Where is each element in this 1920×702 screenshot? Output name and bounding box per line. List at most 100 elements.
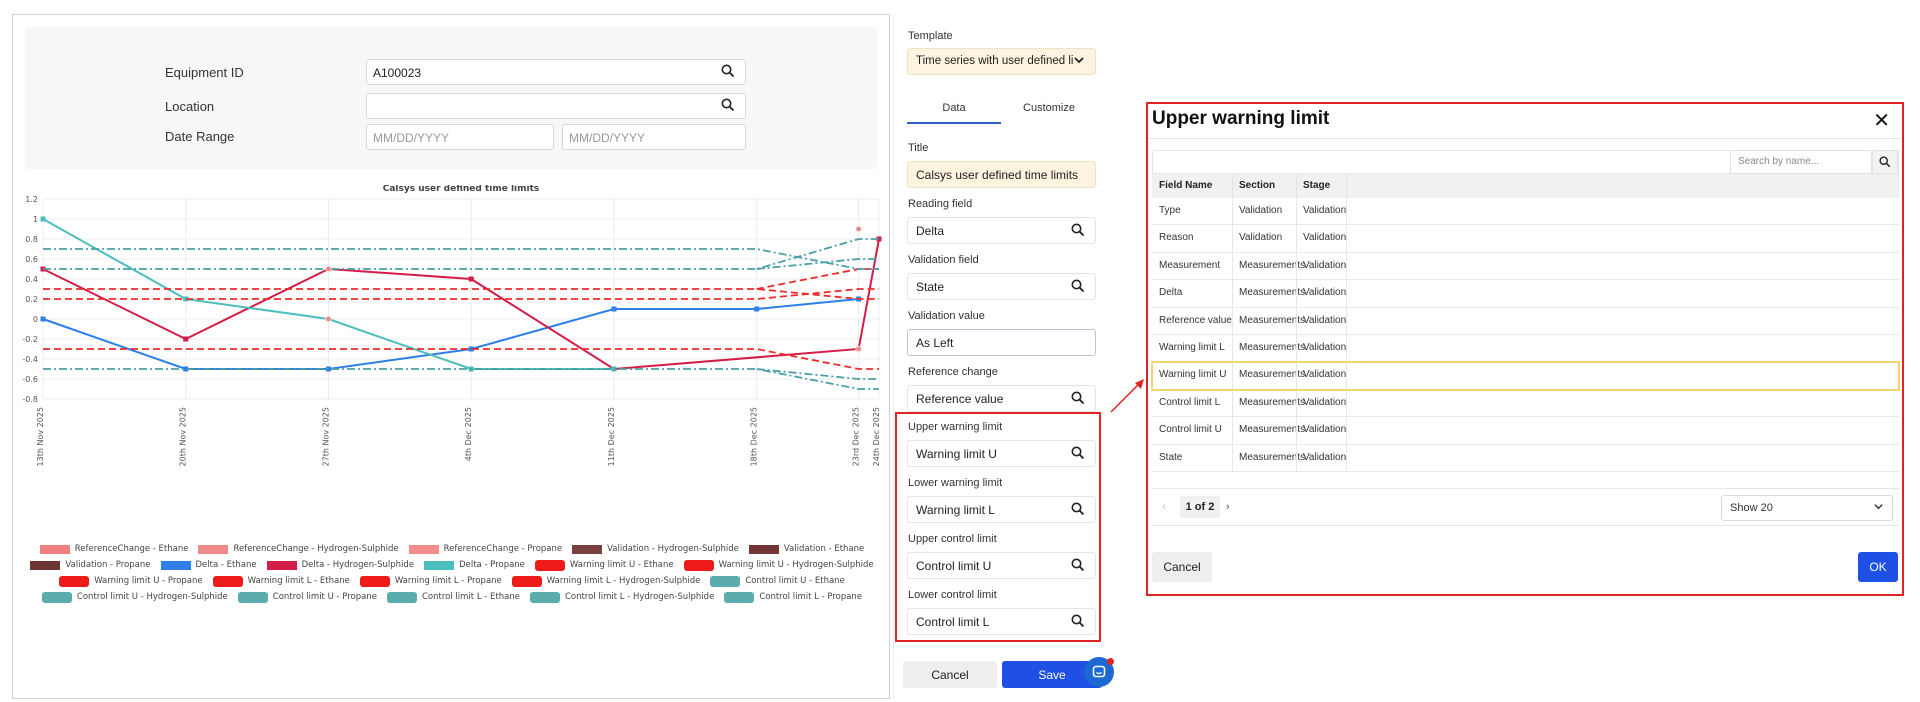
validation-value-input[interactable]: As Left [907, 329, 1096, 356]
equipment-id-input[interactable]: A100023 [366, 59, 746, 85]
legend-item[interactable]: Warning limit U - Hydrogen-Sulphide [683, 559, 874, 571]
legend-label: Control limit L - Ethane [422, 592, 520, 602]
table-row[interactable]: Control limit U Measurements Validation [1152, 417, 1899, 445]
title-label: Title [908, 142, 929, 154]
upper-control-value: Control limit U [916, 559, 992, 573]
legend-item[interactable]: Delta - Ethane [160, 560, 257, 570]
table-row[interactable]: Warning limit L Measurements Validation [1152, 334, 1899, 363]
table-row[interactable]: Type Validation Validation [1152, 198, 1899, 226]
data-point [754, 306, 760, 312]
legend-item[interactable]: Control limit L - Propane [724, 591, 863, 603]
legend-label: Control limit U - Ethane [745, 576, 845, 586]
upper-warning-input[interactable]: Warning limit U [907, 440, 1096, 467]
table-row[interactable]: Delta Measurements Validation [1152, 280, 1899, 308]
reading-field-input[interactable]: Delta [907, 217, 1096, 244]
close-icon[interactable]: ✕ [1873, 110, 1890, 132]
search-icon[interactable] [1071, 614, 1085, 631]
legend-swatch [748, 544, 779, 554]
legend-row: Warning limit U - Propane Warning limit L… [13, 573, 891, 589]
prev-page-icon[interactable]: ‹ [1162, 501, 1166, 513]
search-icon[interactable] [1071, 502, 1085, 519]
search-icon[interactable] [1071, 223, 1085, 240]
legend-item[interactable]: Control limit L - Ethane [387, 591, 520, 603]
tab-customize[interactable]: Customize [1023, 102, 1075, 114]
y-tick-label: 0 [33, 315, 38, 324]
legend-item[interactable]: Warning limit L - Hydrogen-Sulphide [511, 575, 701, 587]
table-row[interactable]: State Measurements Validation [1152, 444, 1899, 472]
search-icon[interactable] [1071, 558, 1085, 575]
validation-value-value: As Left [916, 336, 954, 350]
date-to-input[interactable]: MM/DD/YYYY [562, 124, 746, 150]
dialog-cancel-button[interactable]: Cancel [1152, 552, 1212, 582]
search-input[interactable]: Search by name... [1730, 150, 1872, 174]
date-from-input[interactable]: MM/DD/YYYY [366, 124, 554, 150]
table-cell: State [1159, 451, 1183, 463]
search-icon[interactable] [721, 64, 735, 81]
legend-item[interactable]: Warning limit U - Propane [59, 575, 203, 587]
legend-item[interactable]: Delta - Hydrogen-Sulphide [266, 560, 414, 570]
table-row[interactable]: Reference value Measurements Validation [1152, 307, 1899, 335]
search-icon[interactable] [721, 98, 735, 115]
legend-item[interactable]: Warning limit U - Ethane [534, 559, 674, 571]
field-picker-dialog: Upper warning limit ✕ Search by name... … [1146, 102, 1904, 596]
data-point [40, 216, 46, 222]
reference-marker [855, 345, 862, 353]
column-header[interactable]: Field Name [1159, 180, 1213, 191]
legend-item[interactable]: Validation - Ethane [748, 544, 864, 554]
legend-item[interactable]: Warning limit L - Ethane [212, 575, 350, 587]
table-row[interactable]: Reason Validation Validation [1152, 225, 1899, 253]
search-icon[interactable] [1071, 391, 1085, 408]
y-tick-label: -0.6 [22, 375, 38, 384]
tab-data[interactable]: Data [907, 94, 1001, 124]
reference-change-label: Reference change [908, 366, 998, 378]
table-row[interactable]: Measurement Measurements Validation [1152, 252, 1899, 281]
cancel-button[interactable]: Cancel [903, 661, 997, 688]
search-icon[interactable] [1071, 446, 1085, 463]
table-cell: Validation [1303, 451, 1347, 463]
legend-item[interactable]: ReferenceChange - Hydrogen-Sulphide [198, 544, 399, 554]
upper-control-input[interactable]: Control limit U [907, 552, 1096, 579]
legend-item[interactable]: Control limit L - Hydrogen-Sulphide [529, 591, 715, 603]
date-from-placeholder: MM/DD/YYYY [373, 131, 450, 145]
legend-item[interactable]: ReferenceChange - Propane [408, 544, 562, 554]
legend-label: Control limit L - Propane [759, 592, 863, 602]
legend-item[interactable]: Control limit U - Ethane [710, 575, 845, 587]
location-input[interactable] [366, 93, 746, 119]
legend-item[interactable]: Control limit U - Hydrogen-Sulphide [41, 591, 228, 603]
search-icon[interactable] [1071, 279, 1085, 296]
legend-item[interactable]: Control limit U - Propane [237, 591, 377, 603]
legend-item[interactable]: Warning limit L - Propane [359, 575, 502, 587]
legend-item[interactable]: Validation - Propane [30, 560, 151, 570]
table-cell: Reference value [1159, 314, 1232, 326]
chart-legend: ReferenceChange - Ethane ReferenceChange … [13, 541, 891, 605]
validation-field-input[interactable]: State [907, 273, 1096, 300]
lower-warning-input[interactable]: Warning limit L [907, 496, 1096, 523]
legend-label: Warning limit U - Ethane [569, 560, 674, 570]
table-row[interactable]: Control limit L Measurements Validation [1152, 389, 1899, 418]
dialog-ok-button[interactable]: OK [1858, 552, 1898, 582]
title-input[interactable]: Calsys user defined time limits [907, 161, 1096, 188]
legend-label: Warning limit L - Hydrogen-Sulphide [546, 576, 701, 586]
legend-item[interactable]: ReferenceChange - Ethane [39, 544, 188, 554]
search-button[interactable] [1872, 150, 1898, 174]
chat-launcher[interactable] [1084, 657, 1114, 687]
table-header: Field Name Section Stage [1152, 174, 1899, 198]
table-cell: Reason [1159, 232, 1194, 244]
legend-label: Control limit L - Hydrogen-Sulphide [564, 592, 715, 602]
reference-change-input[interactable]: Reference value [907, 385, 1096, 412]
next-page-icon[interactable]: › [1226, 501, 1230, 513]
column-header[interactable]: Stage [1303, 180, 1331, 191]
legend-item[interactable]: Validation - Hydrogen-Sulphide [572, 544, 739, 554]
template-select[interactable]: Time series with user defined li [907, 48, 1096, 75]
legend-item[interactable]: Delta - Propane [424, 560, 525, 570]
table-cell: Validation [1303, 341, 1347, 353]
upper-warning-label: Upper warning limit [908, 421, 1003, 433]
table-row[interactable]: Warning limit U Measurements Validation [1151, 361, 1900, 391]
page-size-select[interactable]: Show 20 [1721, 495, 1893, 521]
lower-control-input[interactable]: Control limit L [907, 608, 1096, 635]
validation-field-label: Validation field [908, 254, 979, 266]
legend-label: Control limit U - Propane [272, 592, 377, 602]
template-label: Template [908, 30, 953, 42]
legend-row: Control limit U - Hydrogen-Sulphide Contr… [13, 589, 891, 605]
column-header[interactable]: Section [1239, 180, 1276, 191]
